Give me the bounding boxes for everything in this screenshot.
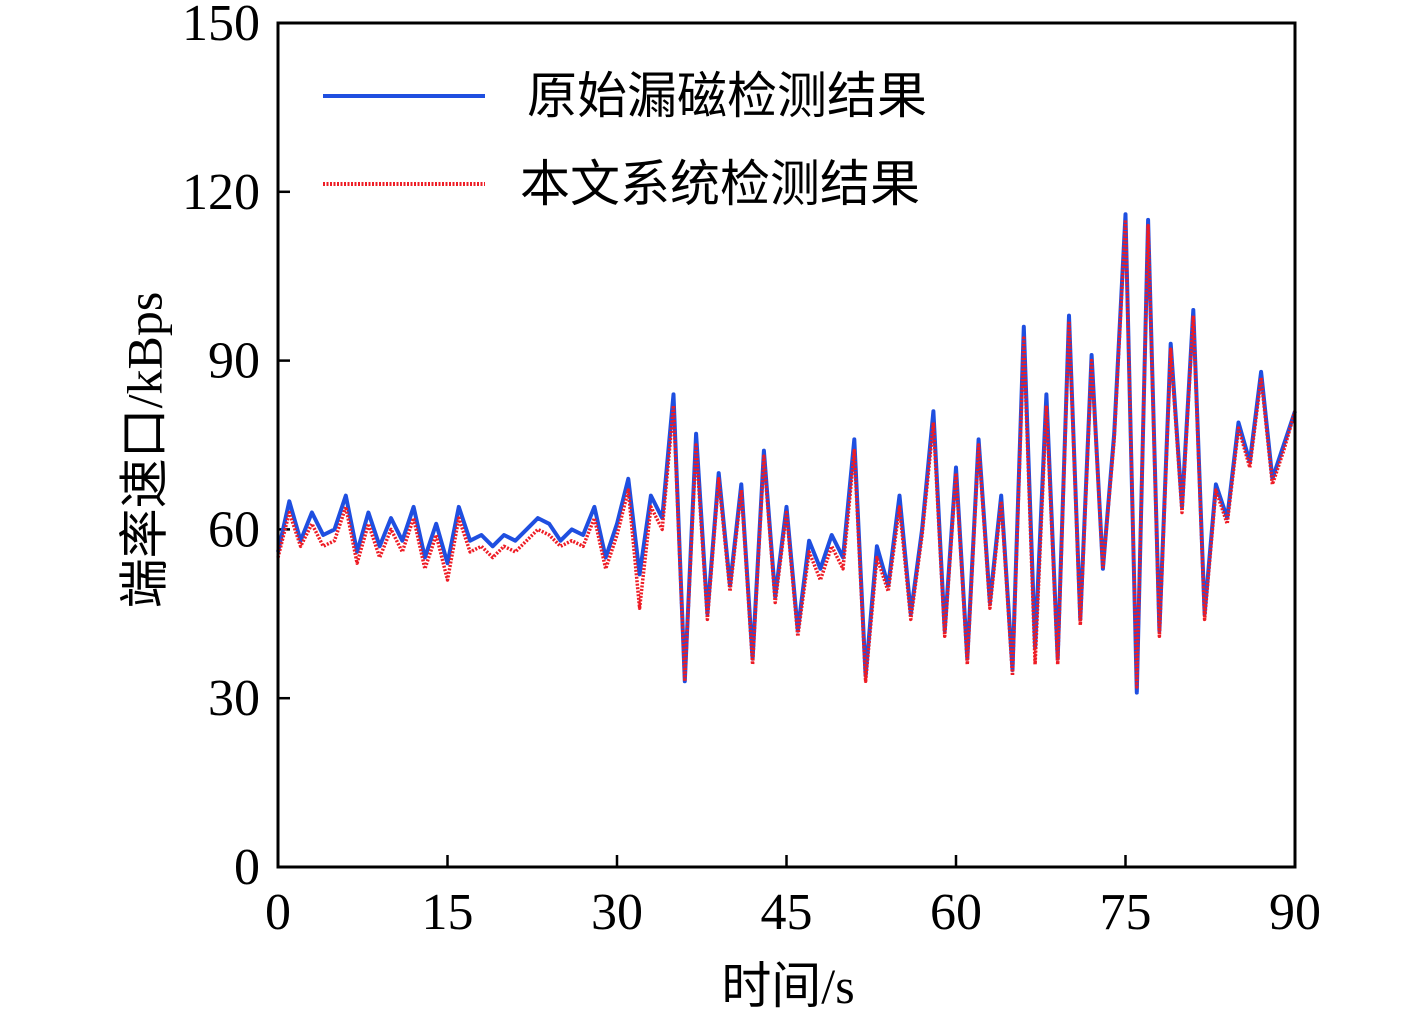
x-axis-label: 时间/s: [721, 958, 854, 1014]
y-tick-label: 150: [182, 0, 260, 52]
y-tick-label: 0: [234, 839, 260, 896]
x-tick-label: 15: [422, 884, 474, 941]
plot-frame: [276, 21, 1297, 869]
x-tick-label: 75: [1100, 884, 1152, 941]
x-tick-label: 60: [930, 884, 982, 941]
y-tick-label: 90: [208, 333, 260, 390]
y-tick-label: 120: [182, 164, 260, 221]
y-tick-label: 60: [208, 501, 260, 558]
y-axis-label: 端率速口/kBps: [116, 292, 172, 609]
legend-label: 原始漏磁检测结果: [527, 68, 927, 124]
x-tick-label: 0: [265, 884, 291, 941]
x-tick-label: 30: [591, 884, 643, 941]
x-tick-label: 90: [1269, 884, 1321, 941]
legend-label: 本文系统检测结果: [520, 156, 920, 212]
y-tick-label: 30: [208, 670, 260, 727]
series-line: [276, 218, 1297, 689]
series-line: [276, 212, 1297, 695]
x-tick-label: 45: [761, 884, 813, 941]
